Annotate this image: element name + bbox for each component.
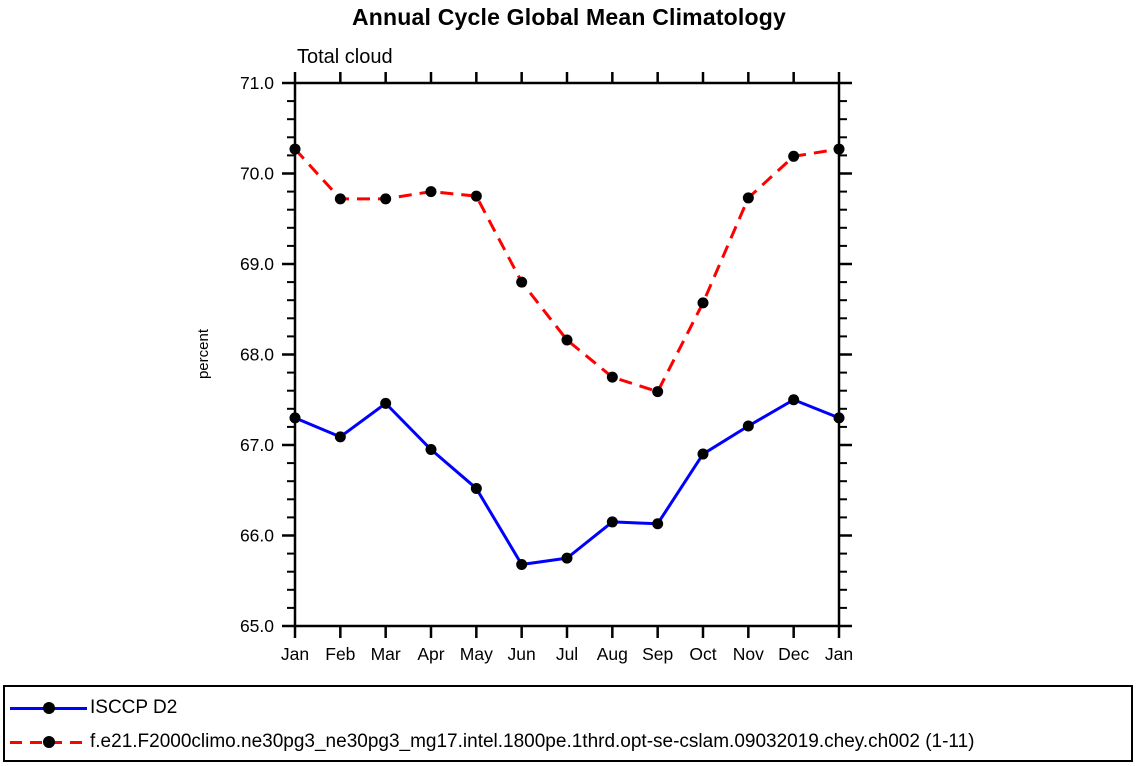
svg-text:69.0: 69.0 — [240, 254, 274, 274]
svg-text:May: May — [460, 644, 493, 664]
legend-line-sample-solid — [10, 702, 87, 714]
series-f-e21-f2000climo-ne30pg3-ne30p — [293, 147, 840, 394]
svg-text:Nov: Nov — [733, 644, 764, 664]
legend-line-sample-dashed — [10, 736, 87, 748]
svg-text:Feb: Feb — [325, 644, 355, 664]
svg-text:67.0: 67.0 — [240, 435, 274, 455]
x-axis-tick-labels: Jan Feb Mar Apr May Jun Jul Aug Sep Oct Nov Dec Jan — [281, 644, 853, 664]
svg-text:Mar: Mar — [371, 644, 401, 664]
y-axis-major-ticks — [282, 81, 852, 628]
svg-text:71.0: 71.0 — [240, 73, 274, 93]
legend-item: ISCCP D2 — [5, 691, 1131, 725]
svg-text:Aug: Aug — [597, 644, 628, 664]
svg-text:Oct: Oct — [689, 644, 716, 664]
series-isccp-d2 — [294, 398, 840, 566]
plot-frame — [293, 81, 841, 628]
y-axis-tick-labels: 65.0 66.0 67.0 68.0 69.0 70.0 71.0 — [240, 73, 274, 636]
svg-text:70.0: 70.0 — [240, 164, 274, 184]
legend-label: f.e21.F2000climo.ne30pg3_ne30pg3_mg17.in… — [90, 731, 975, 752]
svg-text:Apr: Apr — [417, 644, 444, 664]
legend-label: ISCCP D2 — [90, 697, 178, 718]
chart-subtitle: Total cloud — [297, 46, 393, 68]
svg-text:66.0: 66.0 — [240, 526, 274, 546]
svg-text:Jul: Jul — [556, 644, 578, 664]
y-axis-minor-ticks — [287, 100, 847, 609]
legend-item: f.e21.F2000climo.ne30pg3_ne30pg3_mg17.in… — [5, 725, 1131, 759]
svg-text:Jun: Jun — [508, 644, 536, 664]
circle-marker-icon — [43, 736, 55, 748]
svg-text:Jan: Jan — [825, 644, 853, 664]
svg-text:65.0: 65.0 — [240, 616, 274, 636]
svg-text:68.0: 68.0 — [240, 345, 274, 365]
series-f-e21-f2000climo-ne30pg3-ne30p-markers — [289, 143, 845, 398]
legend: ISCCP D2 f.e21.F2000climo.ne30pg3_ne30pg… — [3, 685, 1133, 762]
plot-area: 65.0 66.0 67.0 68.0 69.0 70.0 71.0 Jan Feb Mar Apr… — [240, 72, 853, 664]
chart-title: Annual Cycle Global Mean Climatology — [351, 4, 787, 30]
svg-text:Sep: Sep — [642, 644, 673, 664]
series-isccp-d2-markers — [289, 394, 845, 570]
svg-text:Dec: Dec — [778, 644, 809, 664]
svg-text:Jan: Jan — [281, 644, 309, 664]
circle-marker-icon — [43, 702, 55, 714]
x-axis-ticks — [293, 72, 841, 638]
